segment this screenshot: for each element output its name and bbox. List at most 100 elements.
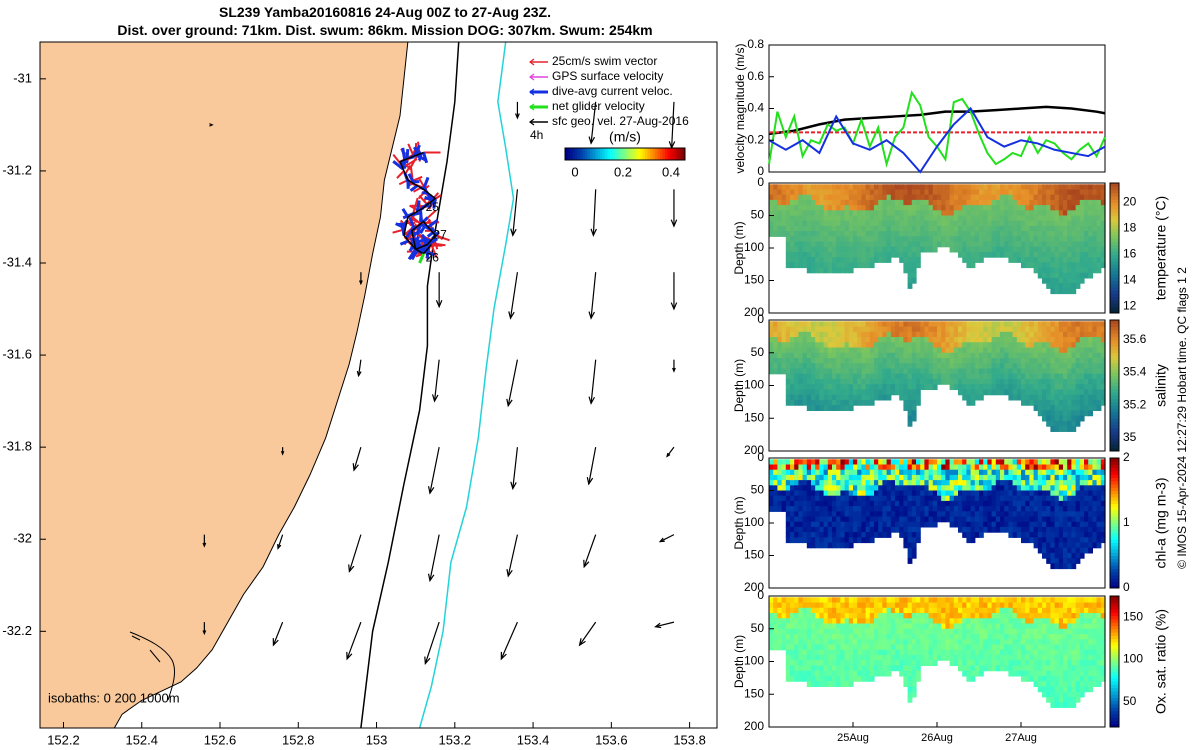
section-cell (794, 184, 799, 191)
section-cell (827, 368, 833, 375)
section-cell (907, 633, 913, 640)
section-cell (781, 321, 787, 328)
section-cell (932, 352, 938, 359)
section-cell (991, 352, 997, 359)
section-cell (1079, 205, 1085, 211)
section-cell (1046, 215, 1051, 222)
section-cell (827, 649, 833, 656)
section-cell (1008, 521, 1014, 528)
section-cell (836, 220, 841, 227)
section-cell (1100, 399, 1106, 406)
section-cell (1054, 262, 1060, 269)
section-cell (1033, 251, 1039, 258)
map-x-tick-label: 152.4 (125, 732, 158, 747)
section-cell (962, 210, 967, 217)
section-cell (811, 623, 816, 630)
section-cell (899, 649, 904, 656)
section-cell (790, 628, 795, 635)
track-day-label: 25 (426, 200, 440, 214)
section-cell (1084, 184, 1089, 191)
section-cell (1042, 547, 1047, 554)
section-cell (1075, 532, 1081, 538)
section-cell (840, 384, 846, 391)
section-cell (949, 469, 955, 476)
section-colorbar-cell (1110, 306, 1119, 311)
section-cell (979, 516, 984, 523)
section-cell (928, 189, 934, 196)
section-cell (844, 378, 850, 385)
section-cell (823, 628, 829, 635)
section-cell (874, 225, 879, 232)
section-cell (1063, 490, 1068, 497)
section-cell (1067, 326, 1072, 333)
section-cell (785, 189, 791, 196)
section-cell (819, 205, 825, 211)
section-cell (886, 670, 892, 677)
section-cell (853, 246, 858, 253)
section-cell (920, 384, 925, 391)
section-colorbar-tick-label: 35 (1123, 430, 1137, 444)
section-cell (1092, 474, 1098, 481)
section-cell (966, 394, 972, 401)
land-mass (40, 42, 409, 728)
section-cell (958, 384, 963, 391)
map-colorbar-cell (637, 148, 641, 160)
section-cell (886, 660, 892, 667)
section-cell (911, 623, 917, 630)
section-cell (869, 257, 875, 263)
section-cell (1012, 342, 1018, 349)
section-cell (1058, 378, 1064, 385)
section-cell (853, 654, 858, 661)
section-cell (987, 363, 993, 370)
section-cell (958, 331, 963, 338)
section-cell (1050, 378, 1056, 385)
section-cell (979, 246, 984, 253)
section-cell (1079, 500, 1085, 507)
section-cell (869, 495, 875, 502)
section-cell (1042, 236, 1047, 243)
section-cell (785, 459, 791, 466)
section-cell (928, 384, 934, 391)
section-cell (785, 352, 791, 359)
section-cell (836, 660, 841, 667)
section-cell (1016, 347, 1022, 354)
section-cell (1042, 511, 1047, 518)
section-cell (911, 516, 917, 523)
section-cell (878, 189, 883, 196)
section-cell (1012, 389, 1018, 396)
section-cell (924, 363, 930, 370)
section-cell (1025, 205, 1030, 211)
section-cell (899, 389, 904, 396)
section-cell (911, 691, 917, 698)
section-cell (895, 210, 900, 217)
current-vector-head (277, 544, 282, 550)
section-cell (903, 670, 909, 677)
section-cell (853, 236, 858, 243)
section-cell (953, 342, 959, 349)
section-cell (911, 480, 917, 486)
section-cell (827, 633, 833, 640)
section-cell (857, 352, 862, 359)
section-cell (1063, 399, 1068, 406)
section-cell (1037, 542, 1043, 549)
section-cell (794, 347, 799, 354)
section-cell (1021, 526, 1026, 533)
section-cell (1058, 184, 1064, 191)
section-cell (840, 357, 846, 364)
section-cell (970, 389, 976, 396)
section-cell (832, 628, 837, 635)
section-cell (844, 352, 850, 359)
section-cell (1088, 215, 1093, 222)
section-cell (886, 331, 892, 338)
section-cell (840, 607, 846, 614)
section-cell (895, 665, 900, 672)
section-cell (1100, 342, 1106, 349)
section-cell (815, 321, 820, 328)
section-cell (790, 464, 795, 471)
section-cell (899, 257, 904, 263)
section-cell (840, 675, 846, 682)
section-cell (806, 373, 812, 380)
section-cell (991, 205, 997, 211)
section-cell (1075, 469, 1081, 476)
section-cell (819, 384, 825, 391)
